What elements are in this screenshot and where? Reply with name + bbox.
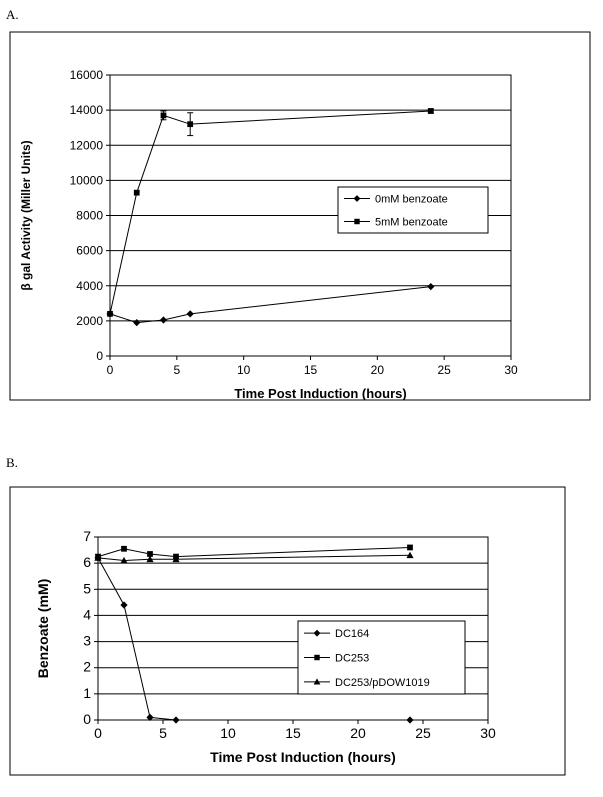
data-point [133, 189, 140, 196]
legend: 0mM benzoate 5mM benzoate [337, 186, 489, 234]
x-tick-label: 30 [504, 363, 518, 377]
panel-b-label: B. [6, 455, 18, 470]
data-point [172, 716, 180, 724]
x-tick-label: 25 [437, 363, 451, 377]
x-axis-label: Time Post Induction (hours) [234, 386, 406, 401]
y-tick-label: 5 [83, 580, 91, 596]
data-point [172, 555, 180, 563]
legend-entry: 0mM benzoate [375, 194, 448, 206]
data-point [146, 555, 154, 563]
x-axis-label: Time Post Induction (hours) [210, 749, 396, 765]
legend-marker [314, 654, 320, 661]
legend-marker [313, 678, 321, 685]
y-tick-label: 14000 [70, 103, 104, 117]
y-tick-label: 4000 [76, 279, 103, 293]
y-tick-label: 8000 [76, 209, 103, 223]
series-line [97, 554, 411, 562]
series-line [109, 286, 431, 324]
series-1 [107, 108, 434, 317]
series-0 [106, 283, 435, 327]
data-point [407, 544, 413, 551]
data-point [94, 554, 102, 561]
x-tick-label: 20 [371, 363, 385, 377]
panel-a-label: A. [6, 7, 19, 22]
legend-entry: DC164 [335, 628, 369, 640]
data-point [120, 601, 128, 609]
chart-a: 0 2000 4000 6000 8000 10000 12000 14000 16000 0 5 1… [9, 31, 591, 401]
legend-marker [353, 195, 361, 202]
y-tick-label: 7 [83, 528, 91, 544]
y-tick-label: 0 [96, 349, 103, 363]
x-tick-label: 15 [285, 725, 301, 741]
data-point [121, 545, 127, 552]
legend-entry: DC253 [335, 653, 369, 665]
chart-frame [9, 486, 566, 776]
x-tick-label: 30 [480, 725, 496, 741]
data-point [133, 319, 141, 327]
data-point [160, 112, 167, 119]
y-axis-label: β gal Activity (Miller Units) [19, 140, 33, 290]
series-line [97, 546, 411, 558]
x-tick-label: 20 [350, 725, 366, 741]
series-2 [94, 551, 414, 564]
y-tick-label: 2 [83, 659, 91, 675]
y-tick-label: 12000 [70, 138, 104, 152]
y-tick-label: 1 [83, 685, 91, 701]
data-point [187, 121, 194, 128]
plot-area [109, 74, 512, 357]
y-tick-label: 6 [83, 554, 91, 570]
series-1 [95, 544, 413, 560]
data-point [406, 716, 414, 724]
data-point [159, 316, 168, 324]
x-tick-label: 5 [159, 725, 167, 741]
data-point [427, 108, 434, 114]
chart-b: 0 1 2 3 4 5 6 7 0 5 10 15 20 25 30 Time Post Induction … [9, 486, 566, 776]
x-tick-label: 15 [304, 363, 318, 377]
y-tick-label: 0 [83, 711, 91, 727]
data-point [427, 283, 435, 291]
legend: DC164 DC253 DC253/pDOW1019 [297, 620, 466, 695]
legend-marker [313, 629, 321, 637]
y-tick-label: 4 [83, 606, 91, 622]
data-point [146, 713, 154, 721]
x-tick-label: 0 [94, 725, 102, 741]
series-0 [94, 554, 414, 724]
legend-entry: 5mM benzoate [375, 217, 448, 229]
x-tick-label: 5 [173, 363, 180, 377]
y-tick-label: 16000 [70, 68, 104, 82]
legend-marker [354, 218, 360, 225]
x-tick-label: 10 [220, 725, 236, 741]
y-axis-label: Benzoate (mM) [35, 579, 51, 679]
y-tick-label: 2000 [76, 314, 103, 328]
data-point [120, 556, 128, 564]
x-tick-label: 10 [237, 363, 251, 377]
legend-box [337, 186, 489, 234]
data-point [406, 551, 414, 559]
data-point [107, 310, 113, 317]
x-tick-label: 0 [107, 363, 114, 377]
chart-frame [9, 31, 591, 401]
x-tick-label: 25 [415, 725, 431, 741]
data-point [147, 551, 153, 557]
y-tick-label: 6000 [76, 244, 103, 258]
legend-entry: DC253/pDOW1019 [335, 677, 430, 689]
y-tick-label: 3 [83, 633, 91, 649]
y-tick-label: 10000 [70, 173, 104, 187]
data-point [186, 310, 194, 318]
